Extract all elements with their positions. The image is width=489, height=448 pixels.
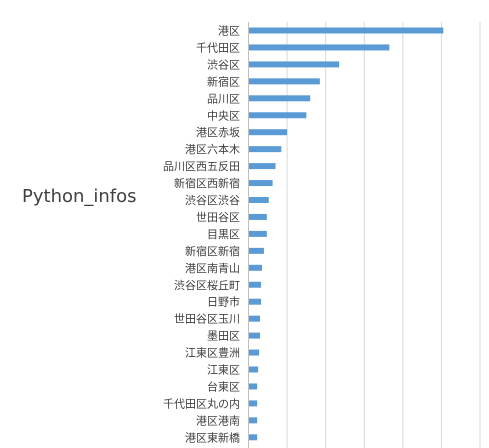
- category-label: 港区: [218, 25, 240, 38]
- category-label: 千代田区丸の内: [163, 396, 240, 410]
- category-label: 港区六本木: [185, 142, 240, 156]
- bar: [248, 417, 258, 424]
- category-label: 台東区: [207, 379, 240, 393]
- category-label: 港区南青山: [185, 262, 240, 275]
- bar: [248, 27, 444, 34]
- bar: [248, 78, 320, 85]
- bar: [248, 434, 258, 441]
- bar: [248, 281, 262, 288]
- bar: [248, 163, 276, 170]
- bar: [248, 349, 260, 356]
- bar: [248, 197, 269, 203]
- category-label: 品川区西五反田: [163, 160, 240, 173]
- category-label: 江東区豊洲: [185, 347, 240, 360]
- category-label: 品川区: [207, 92, 240, 105]
- category-label: 墨田区: [207, 330, 240, 343]
- category-label: 渋谷区: [207, 58, 240, 71]
- category-label: 世田谷区玉川: [174, 313, 240, 326]
- category-label: 江東区: [207, 364, 240, 377]
- category-label: 新宿区: [207, 74, 240, 88]
- category-label: 港区東新橋: [185, 430, 240, 444]
- bar: [248, 180, 273, 187]
- bar: [248, 44, 390, 51]
- category-label: 日野市: [207, 295, 240, 309]
- bar: [248, 247, 264, 254]
- bars: [248, 27, 444, 441]
- category-label: 港区赤坂: [196, 126, 240, 139]
- chart-title: Python_infos: [22, 186, 137, 207]
- bar: [248, 95, 311, 102]
- category-label: 目黒区: [207, 228, 240, 241]
- bar: [248, 230, 267, 237]
- bar: [248, 383, 258, 390]
- category-label: 新宿区西新宿: [174, 176, 240, 190]
- category-label: 中央区: [207, 109, 240, 122]
- category-label: 渋谷区桜丘町: [174, 278, 240, 292]
- bar: [248, 146, 282, 153]
- category-label: 港区港南: [196, 414, 240, 427]
- bar: [248, 400, 258, 407]
- bar: [248, 112, 307, 119]
- bar: [248, 298, 262, 305]
- category-label: 世田谷区: [196, 211, 240, 224]
- bar: [248, 213, 267, 220]
- bar: [248, 315, 261, 322]
- bar: [248, 264, 263, 271]
- bar: [248, 332, 261, 339]
- bar: [248, 366, 259, 373]
- category-label: 新宿区新宿: [185, 244, 240, 258]
- category-labels: 港区千代田区渋谷区新宿区品川区中央区港区赤坂港区六本木品川区西五反田新宿区西新宿…: [163, 25, 240, 445]
- bar: [248, 61, 340, 68]
- category-label: 千代田区: [196, 41, 240, 54]
- category-label: 渋谷区渋谷: [185, 194, 240, 207]
- gridlines: [286, 22, 481, 448]
- bar: [248, 129, 288, 136]
